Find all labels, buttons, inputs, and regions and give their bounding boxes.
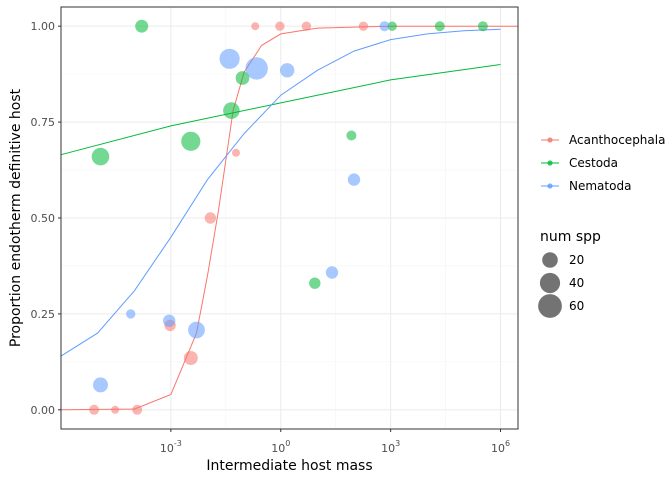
point-nematoda — [325, 266, 339, 279]
y-tick-label: 0.00 — [31, 404, 56, 417]
legend-label: Cestoda — [569, 156, 618, 170]
legend-size: num spp 20 40 60 — [538, 229, 601, 318]
x-tick-label: 106 — [491, 439, 510, 455]
y-tick-label: 0.50 — [31, 212, 56, 225]
point-acanthocephala — [275, 21, 285, 31]
point-cestoda — [434, 21, 445, 32]
y-tick-label: 0.75 — [31, 116, 56, 129]
point-cestoda — [477, 21, 488, 32]
point-cestoda — [346, 130, 357, 141]
x-tick-label: 103 — [381, 439, 400, 455]
size-legend-circle — [542, 252, 558, 268]
legend-series: Acanthocephala Cestoda Nematoda — [541, 133, 665, 193]
point-acanthocephala — [204, 212, 217, 224]
point-acanthocephala — [251, 22, 260, 31]
point-cestoda — [91, 147, 110, 166]
x-axis-title: Intermediate host mass — [206, 458, 372, 474]
point-acanthocephala — [132, 404, 143, 415]
fit-line-cestoda — [60, 64, 501, 156]
size-legend-circle — [538, 294, 562, 318]
point-nematoda — [188, 321, 205, 339]
y-tick-label: 0.25 — [31, 308, 56, 321]
point-nematoda — [379, 21, 390, 32]
data-points — [89, 19, 488, 415]
point-nematoda — [219, 48, 240, 69]
point-nematoda — [93, 377, 108, 393]
legend-size-title: num spp — [540, 229, 601, 245]
point-cestoda — [223, 102, 240, 119]
size-legend-label: 60 — [569, 299, 584, 313]
point-acanthocephala — [183, 351, 198, 365]
x-tick-label: 100 — [271, 439, 290, 455]
point-acanthocephala — [232, 148, 240, 157]
point-acanthocephala — [301, 21, 312, 31]
point-nematoda — [280, 63, 295, 78]
point-cestoda — [235, 71, 250, 85]
legend-label: Nematoda — [569, 179, 631, 193]
point-acanthocephala — [111, 405, 120, 414]
x-tick-label: 10-3 — [160, 439, 182, 455]
point-nematoda — [163, 314, 176, 327]
point-cestoda — [387, 21, 397, 31]
legend-key-point — [547, 183, 553, 189]
size-legend-label: 40 — [569, 276, 584, 290]
point-acanthocephala — [89, 404, 100, 415]
y-axis-title: Proportion endotherm definitive host — [8, 88, 24, 347]
size-legend-circle — [539, 272, 561, 294]
point-acanthocephala — [358, 21, 369, 31]
x-axis: 10-3 100 103 106 — [160, 429, 510, 455]
point-cestoda — [181, 131, 201, 151]
point-nematoda — [245, 57, 268, 80]
legend-label: Acanthocephala — [569, 133, 665, 147]
point-nematoda — [347, 173, 361, 186]
legend-key-point — [547, 160, 553, 166]
point-cestoda — [135, 19, 149, 33]
point-nematoda — [126, 309, 136, 319]
point-cestoda — [309, 277, 321, 289]
y-axis: 0.00 0.25 0.50 0.75 1.00 — [31, 20, 61, 417]
size-legend-label: 20 — [569, 253, 584, 267]
y-tick-label: 1.00 — [31, 20, 56, 33]
fit-line-nematoda — [60, 28, 501, 357]
legend-key-point — [547, 137, 553, 143]
